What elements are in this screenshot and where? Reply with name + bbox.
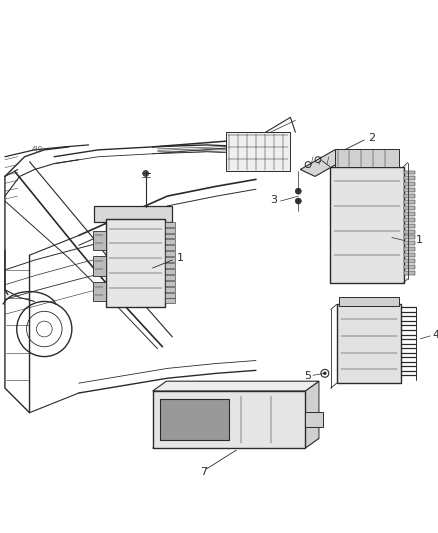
Text: 3: 3 xyxy=(271,195,278,205)
Text: 4: 4 xyxy=(432,330,438,340)
Bar xyxy=(166,245,175,251)
Polygon shape xyxy=(152,381,319,391)
Bar xyxy=(404,182,416,186)
Text: 7: 7 xyxy=(200,467,207,477)
Bar xyxy=(404,218,416,222)
Circle shape xyxy=(143,171,148,176)
Text: 5: 5 xyxy=(304,372,311,381)
Bar xyxy=(305,411,323,427)
Text: 1: 1 xyxy=(177,253,184,263)
Circle shape xyxy=(190,424,194,429)
Circle shape xyxy=(323,372,326,375)
Bar xyxy=(106,219,166,308)
Bar xyxy=(404,188,416,192)
Bar xyxy=(166,269,175,274)
Bar xyxy=(166,239,175,244)
Circle shape xyxy=(201,424,206,429)
Bar xyxy=(404,247,416,251)
Circle shape xyxy=(178,405,183,409)
Polygon shape xyxy=(300,150,350,176)
Bar xyxy=(166,298,175,303)
Circle shape xyxy=(166,414,171,419)
Bar xyxy=(166,287,175,292)
Bar xyxy=(166,251,175,256)
Bar xyxy=(166,228,175,232)
Circle shape xyxy=(178,424,183,429)
Circle shape xyxy=(166,405,171,409)
Circle shape xyxy=(213,405,218,409)
Bar xyxy=(404,200,416,204)
Text: 4|0: 4|0 xyxy=(32,147,43,154)
Circle shape xyxy=(190,414,194,419)
Bar xyxy=(404,176,416,180)
Bar xyxy=(166,233,175,238)
Text: 2: 2 xyxy=(368,133,375,143)
Bar xyxy=(404,224,416,228)
Bar xyxy=(166,222,175,227)
Bar xyxy=(94,206,172,222)
Bar xyxy=(335,149,399,167)
Bar xyxy=(92,256,106,276)
Bar xyxy=(404,265,416,269)
Bar xyxy=(166,293,175,297)
Bar xyxy=(92,282,106,302)
Bar xyxy=(404,194,416,198)
Circle shape xyxy=(201,414,206,419)
Circle shape xyxy=(166,424,171,429)
Bar xyxy=(404,241,416,245)
Bar xyxy=(337,304,401,383)
Circle shape xyxy=(178,414,183,419)
Bar xyxy=(166,281,175,286)
Bar xyxy=(152,391,305,448)
Bar xyxy=(166,275,175,280)
Bar xyxy=(160,399,230,440)
Bar xyxy=(166,263,175,268)
Text: 1: 1 xyxy=(416,236,422,245)
Bar xyxy=(404,259,416,263)
Bar xyxy=(404,253,416,257)
Polygon shape xyxy=(305,381,319,448)
Bar xyxy=(330,167,404,282)
Bar xyxy=(339,296,399,306)
Bar xyxy=(166,257,175,262)
Circle shape xyxy=(213,424,218,429)
Bar xyxy=(404,212,416,216)
Bar xyxy=(404,171,416,174)
Circle shape xyxy=(190,405,194,409)
Bar xyxy=(92,231,106,251)
Polygon shape xyxy=(152,438,319,448)
Bar xyxy=(404,230,416,233)
Circle shape xyxy=(295,198,301,204)
Bar xyxy=(226,132,290,172)
Bar xyxy=(404,271,416,275)
Circle shape xyxy=(213,414,218,419)
Bar xyxy=(404,236,416,239)
Circle shape xyxy=(295,188,301,194)
Bar xyxy=(404,206,416,210)
Circle shape xyxy=(201,405,206,409)
